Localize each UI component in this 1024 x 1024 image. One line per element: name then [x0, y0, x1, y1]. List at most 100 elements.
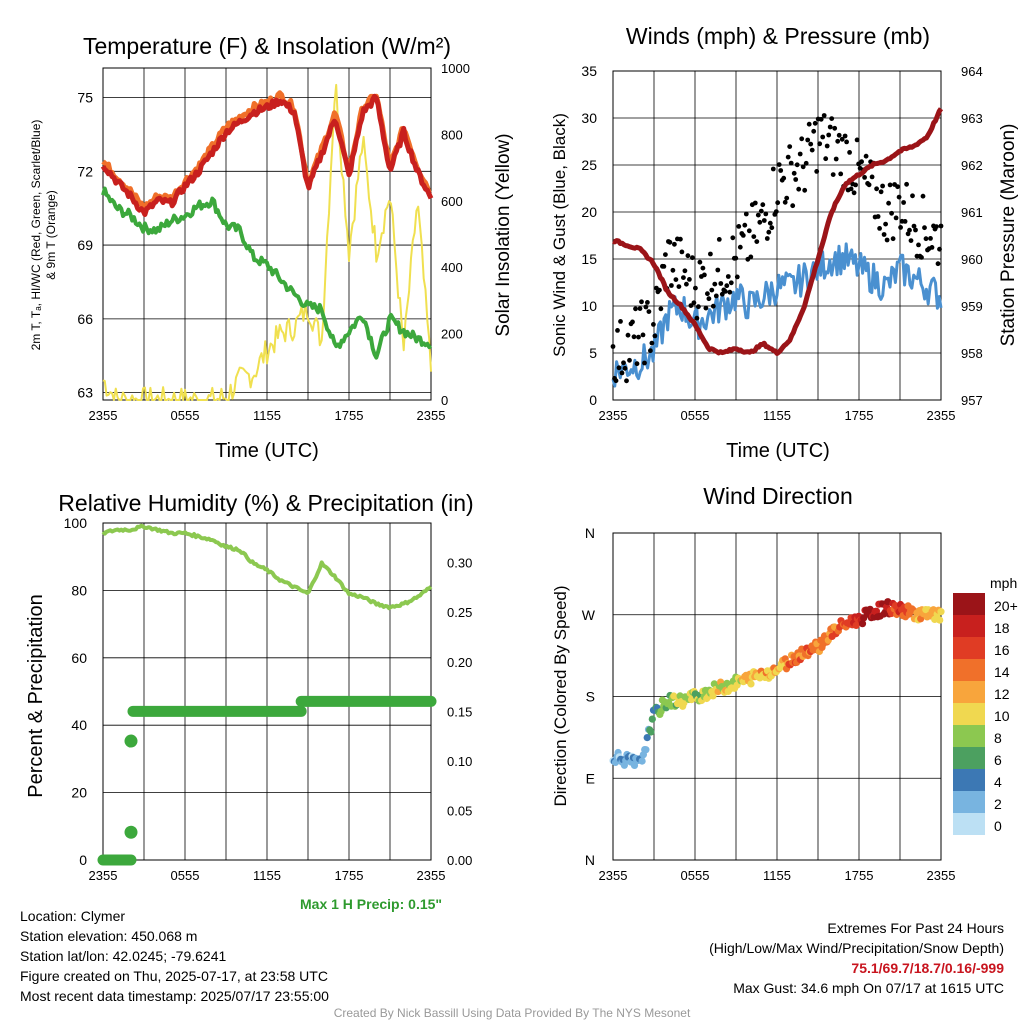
- legend-label: 2: [994, 796, 1002, 812]
- gust-point: [663, 252, 668, 257]
- gust-point: [694, 315, 700, 321]
- gust-point: [922, 225, 927, 231]
- gust-point: [898, 225, 903, 230]
- gust-point: [889, 210, 894, 216]
- legend-swatch: [953, 659, 985, 681]
- y-tick-label-right: 200: [441, 327, 463, 342]
- y-tick-label-right: 600: [441, 194, 463, 209]
- gust-point: [615, 328, 620, 333]
- gust-point: [696, 304, 701, 310]
- y-tick-label-right: 957: [961, 393, 983, 408]
- gust-point: [818, 116, 824, 122]
- direction-point: [670, 692, 678, 700]
- gust-point: [678, 236, 683, 242]
- gust-point: [782, 199, 788, 205]
- x-tick-label: 1155: [253, 868, 281, 883]
- gust-point: [784, 195, 790, 201]
- gust-point: [639, 299, 644, 305]
- gust-point: [812, 120, 818, 126]
- gust-point: [838, 171, 844, 177]
- gust-point: [718, 281, 724, 286]
- precip-point: [124, 825, 138, 839]
- gust-point: [895, 184, 900, 190]
- humidity-plot: 2355 0555 1155 1755 23550204060801000.000.05…: [64, 515, 473, 883]
- x-tick-label: 0555: [171, 408, 200, 423]
- y-tick-label-right: 400: [441, 260, 463, 275]
- gust-point: [799, 136, 805, 142]
- gust-point: [748, 254, 754, 260]
- y-tick-label-right: 0.15: [447, 704, 472, 719]
- gust-point: [905, 231, 911, 237]
- gust-point: [760, 202, 766, 208]
- gust-point: [621, 360, 626, 366]
- y-tick-label-left: 72: [77, 163, 93, 179]
- gust-point: [875, 214, 881, 219]
- temp-2m-line: [100, 93, 434, 217]
- y-tick-label-right: 0: [441, 393, 448, 408]
- gust-point: [842, 133, 848, 139]
- gust-point: [883, 221, 888, 227]
- gust-point: [616, 365, 622, 371]
- legend-swatch: [953, 725, 985, 747]
- gust-point: [880, 183, 885, 189]
- gust-point: [733, 255, 739, 261]
- gust-point: [658, 306, 664, 312]
- direction-point: [747, 680, 755, 688]
- gust-point: [802, 187, 808, 193]
- gust-point: [652, 333, 658, 339]
- speed-legend: 20+ 18 16 14 12 10 8 6 4 2 0: [953, 593, 1018, 835]
- y-tick-label-left: 35: [581, 63, 597, 79]
- gust-point: [836, 132, 842, 138]
- gust-point: [742, 222, 748, 228]
- x-tick-label: 1755: [335, 868, 364, 883]
- y-tick-label-right: 1000: [441, 61, 470, 76]
- gust-point: [833, 156, 839, 162]
- gust-point: [781, 175, 787, 181]
- insolation-line: [102, 83, 432, 401]
- y-tick-label-left: 0: [79, 852, 87, 868]
- gust-point: [839, 136, 845, 142]
- gust-point: [700, 265, 706, 271]
- gust-point: [826, 132, 832, 138]
- gust-point: [901, 200, 906, 205]
- gust-point: [824, 143, 830, 149]
- gust-point: [712, 281, 718, 287]
- y-tick-label-left: 75: [77, 90, 93, 106]
- direction-point: [709, 692, 717, 700]
- gust-point: [710, 303, 716, 309]
- direction-panel: Wind Direction 2355 0555 1155 1755 2355 N E S W N…: [551, 483, 1018, 883]
- gust-point: [902, 219, 908, 224]
- legend-swatch: [953, 747, 985, 769]
- x-tick-label: 1155: [763, 408, 791, 423]
- credit-line: Created By Nick Bassill Using Data Provi…: [333, 1006, 691, 1020]
- gust-point: [679, 249, 685, 255]
- y-tick-label-left: 60: [71, 650, 87, 666]
- gust-point: [676, 284, 682, 289]
- gust-point: [913, 227, 918, 233]
- direction-ylabel-left: Direction (Colored By Speed): [551, 585, 570, 806]
- direction-point: [872, 607, 881, 615]
- gust-point: [728, 280, 734, 286]
- gust-point: [908, 238, 914, 244]
- y-tick-label-right: 962: [961, 158, 983, 173]
- gust-point: [853, 182, 858, 188]
- gust-point: [716, 237, 722, 242]
- direction-point: [852, 621, 860, 630]
- legend-swatch: [953, 813, 985, 835]
- direction-point: [858, 620, 867, 628]
- gust-point: [703, 305, 709, 311]
- gust-point: [785, 154, 791, 160]
- gust-point: [757, 219, 763, 225]
- gust-point: [766, 229, 772, 235]
- y-tick-label-right: 961: [961, 205, 983, 220]
- gust-point: [935, 261, 941, 267]
- gust-point: [800, 164, 806, 170]
- gust-point: [863, 153, 869, 159]
- gust-point: [844, 139, 849, 145]
- y-tick-label-left: 40: [71, 717, 87, 733]
- gust-point: [929, 245, 935, 250]
- gust-point: [919, 255, 924, 260]
- gust-point: [682, 268, 688, 274]
- y-tick-label-right: 958: [961, 346, 983, 361]
- precip-point: [124, 734, 138, 748]
